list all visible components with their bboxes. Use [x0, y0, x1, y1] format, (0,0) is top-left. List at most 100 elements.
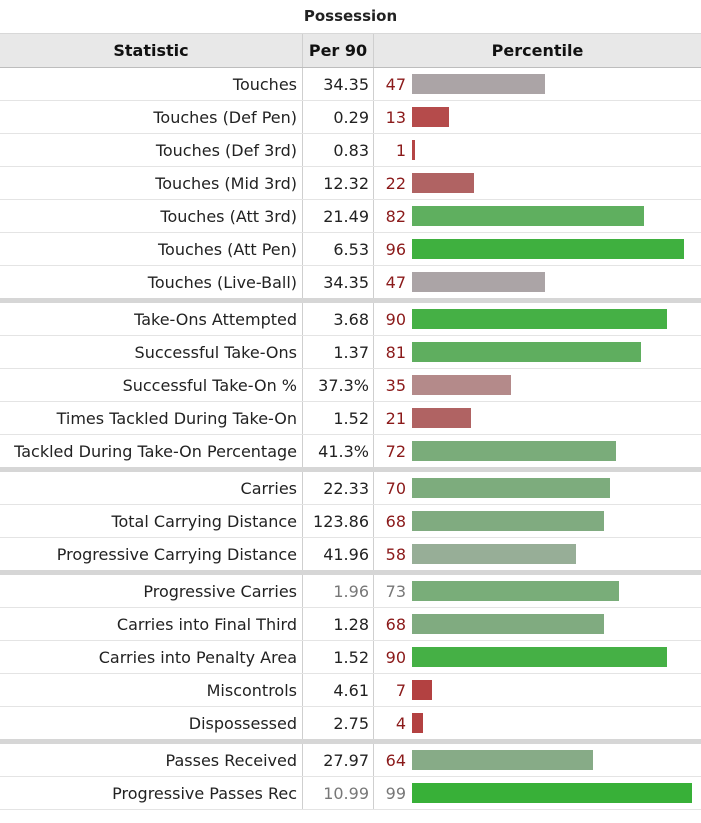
- percentile-value: 4: [395, 713, 406, 733]
- stat-label: Touches (Def 3rd): [0, 134, 303, 166]
- percentile-value: 47: [385, 272, 406, 292]
- percentile-value: 22: [385, 173, 406, 193]
- stat-label: Dispossessed: [0, 707, 303, 739]
- table-row: Touches (Att Pen) 6.53 96: [0, 233, 701, 266]
- table-row: Carries into Penalty Area 1.52 90: [0, 641, 701, 674]
- percentile-cell: 99: [374, 777, 701, 809]
- per90-value: 2.75: [303, 707, 374, 739]
- percentile-bar: [412, 375, 511, 395]
- stat-label: Total Carrying Distance: [0, 505, 303, 537]
- percentile-bar: [412, 581, 619, 601]
- stat-label: Take-Ons Attempted: [0, 303, 303, 335]
- table-caption: Possession: [0, 0, 701, 34]
- percentile-value: 1: [395, 140, 406, 160]
- percentile-value: 90: [385, 309, 406, 329]
- percentile-bar: [412, 408, 471, 428]
- percentile-cell: 64: [374, 744, 701, 776]
- table-row: Passes Received 27.97 64: [0, 744, 701, 777]
- table-row: Tackled During Take-On Percentage 41.3% 72: [0, 435, 701, 472]
- per90-value: 41.96: [303, 538, 374, 570]
- percentile-value: 58: [385, 544, 406, 564]
- table-row: Take-Ons Attempted 3.68 90: [0, 303, 701, 336]
- percentile-bar: [412, 783, 692, 803]
- percentile-cell: 22: [374, 167, 701, 199]
- per90-value: 0.83: [303, 134, 374, 166]
- percentile-bar: [412, 206, 644, 226]
- percentile-cell: 72: [374, 435, 701, 467]
- per90-value: 1.52: [303, 402, 374, 434]
- table-row: Successful Take-Ons 1.37 81: [0, 336, 701, 369]
- table-row: Carries 22.33 70: [0, 472, 701, 505]
- percentile-cell: 4: [374, 707, 701, 739]
- percentile-value: 47: [385, 74, 406, 94]
- percentile-value: 68: [385, 511, 406, 531]
- table-row: Progressive Carrying Distance 41.96 58: [0, 538, 701, 575]
- per90-value: 27.97: [303, 744, 374, 776]
- table-row: Touches (Def 3rd) 0.83 1: [0, 134, 701, 167]
- percentile-cell: 82: [374, 200, 701, 232]
- stat-label: Carries into Final Third: [0, 608, 303, 640]
- percentile-cell: 68: [374, 505, 701, 537]
- stat-label: Touches (Def Pen): [0, 101, 303, 133]
- table-row: Progressive Carries 1.96 73: [0, 575, 701, 608]
- percentile-bar: [412, 74, 545, 94]
- percentile-value: 99: [385, 783, 406, 803]
- percentile-cell: 90: [374, 641, 701, 673]
- percentile-cell: 96: [374, 233, 701, 265]
- percentile-bar: [412, 272, 545, 292]
- header-percentile: Percentile: [491, 41, 584, 60]
- stat-label: Carries: [0, 472, 303, 504]
- stat-label: Times Tackled During Take-On: [0, 402, 303, 434]
- per90-value: 37.3%: [303, 369, 374, 401]
- percentile-cell: 35: [374, 369, 701, 401]
- percentile-cell: 70: [374, 472, 701, 504]
- stat-label: Carries into Penalty Area: [0, 641, 303, 673]
- stat-label: Touches: [0, 68, 303, 100]
- percentile-cell: 7: [374, 674, 701, 706]
- table-row: Touches (Def Pen) 0.29 13: [0, 101, 701, 134]
- table-row: Touches (Mid 3rd) 12.32 22: [0, 167, 701, 200]
- percentile-bar: [412, 544, 576, 564]
- percentile-value: 90: [385, 647, 406, 667]
- stat-label: Touches (Mid 3rd): [0, 167, 303, 199]
- table-row: Total Carrying Distance 123.86 68: [0, 505, 701, 538]
- table-body: Touches 34.35 47 Touches (Def Pen) 0.29 13 Tou…: [0, 68, 701, 810]
- percentile-value: 21: [385, 408, 406, 428]
- percentile-value: 7: [395, 680, 406, 700]
- percentile-value: 96: [385, 239, 406, 259]
- per90-value: 0.29: [303, 101, 374, 133]
- header-per90: Per 90: [303, 34, 374, 67]
- table-row: Touches (Att 3rd) 21.49 82: [0, 200, 701, 233]
- percentile-bar: [412, 309, 667, 329]
- percentile-cell: 47: [374, 266, 701, 298]
- table-row: Carries into Final Third 1.28 68: [0, 608, 701, 641]
- per90-value: 21.49: [303, 200, 374, 232]
- percentile-cell: 73: [374, 575, 701, 607]
- percentile-bar: [412, 478, 610, 498]
- stat-label: Touches (Live-Ball): [0, 266, 303, 298]
- percentile-cell: 68: [374, 608, 701, 640]
- table-header: Statistic Per 90 Percentile: [0, 34, 701, 68]
- stat-label: Successful Take-Ons: [0, 336, 303, 368]
- percentile-bar: [412, 441, 616, 461]
- per90-value: 34.35: [303, 266, 374, 298]
- stat-label: Miscontrols: [0, 674, 303, 706]
- percentile-bar: [412, 750, 593, 770]
- percentile-bar: [412, 680, 432, 700]
- per90-value: 123.86: [303, 505, 374, 537]
- percentile-value: 68: [385, 614, 406, 634]
- percentile-bar: [412, 239, 684, 259]
- percentile-value: 72: [385, 441, 406, 461]
- per90-value: 12.32: [303, 167, 374, 199]
- percentile-cell: 81: [374, 336, 701, 368]
- percentile-bar: [412, 647, 667, 667]
- stat-label: Tackled During Take-On Percentage: [0, 435, 303, 467]
- per90-value: 41.3%: [303, 435, 374, 467]
- percentile-bar: [412, 342, 641, 362]
- percentile-cell: 13: [374, 101, 701, 133]
- stat-label: Progressive Carries: [0, 575, 303, 607]
- per90-value: 3.68: [303, 303, 374, 335]
- header-statistic: Statistic: [0, 34, 303, 67]
- percentile-value: 81: [385, 342, 406, 362]
